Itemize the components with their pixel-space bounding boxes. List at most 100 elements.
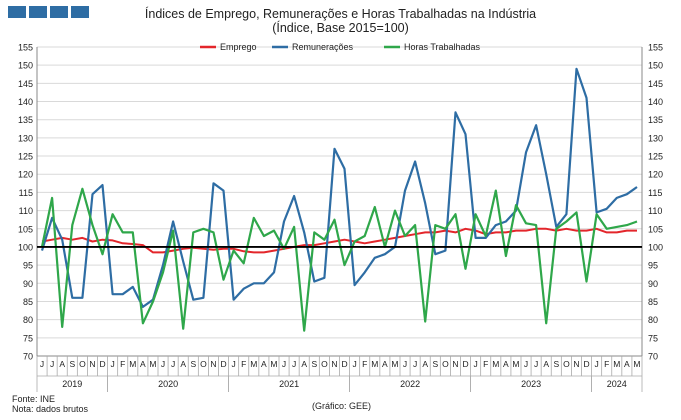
x-month-label: N: [452, 359, 458, 369]
x-year-label: 2024: [607, 379, 627, 389]
x-month-label: J: [413, 359, 417, 369]
x-year-label: 2021: [279, 379, 299, 389]
y-tick-label: 150: [18, 61, 33, 71]
y-tick-label: 75: [648, 333, 658, 343]
x-month-label: A: [180, 359, 186, 369]
x-month-label: J: [534, 359, 538, 369]
x-month-label: N: [89, 359, 95, 369]
chart-title-line2: (Índice, Base 2015=100): [272, 21, 409, 35]
x-year-label: 2020: [158, 379, 178, 389]
y-tick-label: 130: [18, 133, 33, 143]
x-month-label: J: [282, 359, 286, 369]
y-tick-label: 70: [648, 352, 658, 362]
ine-logo: [8, 6, 89, 18]
y-tick-label: 80: [23, 315, 33, 325]
y-tick-label: 115: [19, 188, 33, 198]
x-year-label: 2023: [521, 379, 541, 389]
y-tick-label: 90: [648, 279, 658, 289]
x-month-label: F: [483, 359, 488, 369]
x-month-label: S: [311, 359, 317, 369]
x-month-label: S: [432, 359, 438, 369]
y-tick-label: 125: [648, 152, 663, 162]
series-line-horas-trabalhadas: [40, 187, 638, 332]
x-month-label: O: [79, 359, 86, 369]
x-month-label: D: [583, 359, 589, 369]
y-tick-label: 70: [23, 352, 33, 362]
y-axis-right: 70 75 80 85 90 95 100 105 110 115 120 125 130 135 140 1…: [641, 43, 663, 362]
x-month-label: N: [210, 359, 216, 369]
y-tick-label: 75: [23, 333, 33, 343]
x-month-label: A: [382, 359, 388, 369]
x-month-label: J: [403, 359, 407, 369]
x-month-label: J: [50, 359, 54, 369]
y-tick-label: 80: [648, 315, 658, 325]
source-note: Fonte: INE: [12, 394, 56, 404]
x-month-label: A: [261, 359, 267, 369]
x-month-label: D: [220, 359, 226, 369]
y-tick-label: 120: [18, 170, 33, 180]
x-month-label: F: [241, 359, 246, 369]
x-month-label: A: [301, 359, 307, 369]
y-tick-label: 120: [648, 170, 663, 180]
chart-title-line1: Índices de Emprego, Remunerações e Horas…: [144, 7, 537, 21]
x-month-label: M: [250, 359, 257, 369]
series-line-remuneracoes: [40, 67, 638, 308]
x-month-label: J: [353, 359, 357, 369]
legend-label: Remunerações: [292, 42, 354, 52]
y-tick-label: 110: [648, 206, 662, 216]
x-month-label: S: [190, 359, 196, 369]
y-tick-label: 140: [18, 97, 33, 107]
x-month-label: O: [200, 359, 207, 369]
x-month-label: J: [40, 359, 44, 369]
y-tick-label: 90: [23, 279, 33, 289]
x-year-label: 2019: [62, 379, 82, 389]
x-month-label: O: [321, 359, 328, 369]
y-tick-label: 135: [648, 115, 663, 125]
logo-block: [50, 6, 68, 18]
x-month-label: F: [604, 359, 609, 369]
x-month-label: N: [573, 359, 579, 369]
x-month-label: A: [543, 359, 549, 369]
y-tick-label: 100: [18, 242, 33, 252]
x-month-label: A: [59, 359, 65, 369]
y-tick-label: 145: [18, 79, 33, 89]
x-month-label: J: [161, 359, 165, 369]
x-month-label: M: [613, 359, 620, 369]
x-month-label: J: [232, 359, 236, 369]
y-tick-label: 85: [648, 297, 658, 307]
logo-block: [8, 6, 26, 18]
legend: Emprego Remunerações Horas Trabalhadas: [200, 42, 481, 52]
chart-title: Índices de Emprego, Remunerações e Horas…: [0, 7, 681, 35]
x-month-label: S: [69, 359, 75, 369]
x-month-label: A: [624, 359, 630, 369]
x-month-label: O: [563, 359, 570, 369]
x-month-label: J: [474, 359, 478, 369]
y-tick-label: 105: [648, 224, 663, 234]
x-month-label: A: [422, 359, 428, 369]
x-month-label: M: [270, 359, 277, 369]
x-month-label: D: [462, 359, 468, 369]
x-month-label: S: [553, 359, 559, 369]
y-tick-label: 100: [648, 242, 663, 252]
x-month-label: O: [442, 359, 449, 369]
y-tick-label: 95: [648, 261, 658, 271]
x-month-label: J: [111, 359, 115, 369]
x-month-label: D: [341, 359, 347, 369]
x-year-label: 2022: [400, 379, 420, 389]
x-month-label: F: [362, 359, 367, 369]
y-axis-left: 70 75 80 85 90 95 100 105 110 115 120 125 130 135 140 1…: [18, 43, 38, 362]
x-month-label: M: [129, 359, 136, 369]
y-tick-label: 85: [23, 297, 33, 307]
y-tick-label: 125: [18, 152, 33, 162]
y-tick-label: 150: [648, 61, 663, 71]
x-month-label: M: [492, 359, 499, 369]
y-tick-label: 155: [18, 43, 33, 53]
y-tick-label: 155: [648, 43, 663, 53]
x-month-label: J: [524, 359, 528, 369]
x-month-label: D: [99, 359, 105, 369]
data-note: Nota: dados brutos: [12, 404, 89, 414]
x-month-label: F: [120, 359, 125, 369]
legend-label: Horas Trabalhadas: [404, 42, 481, 52]
